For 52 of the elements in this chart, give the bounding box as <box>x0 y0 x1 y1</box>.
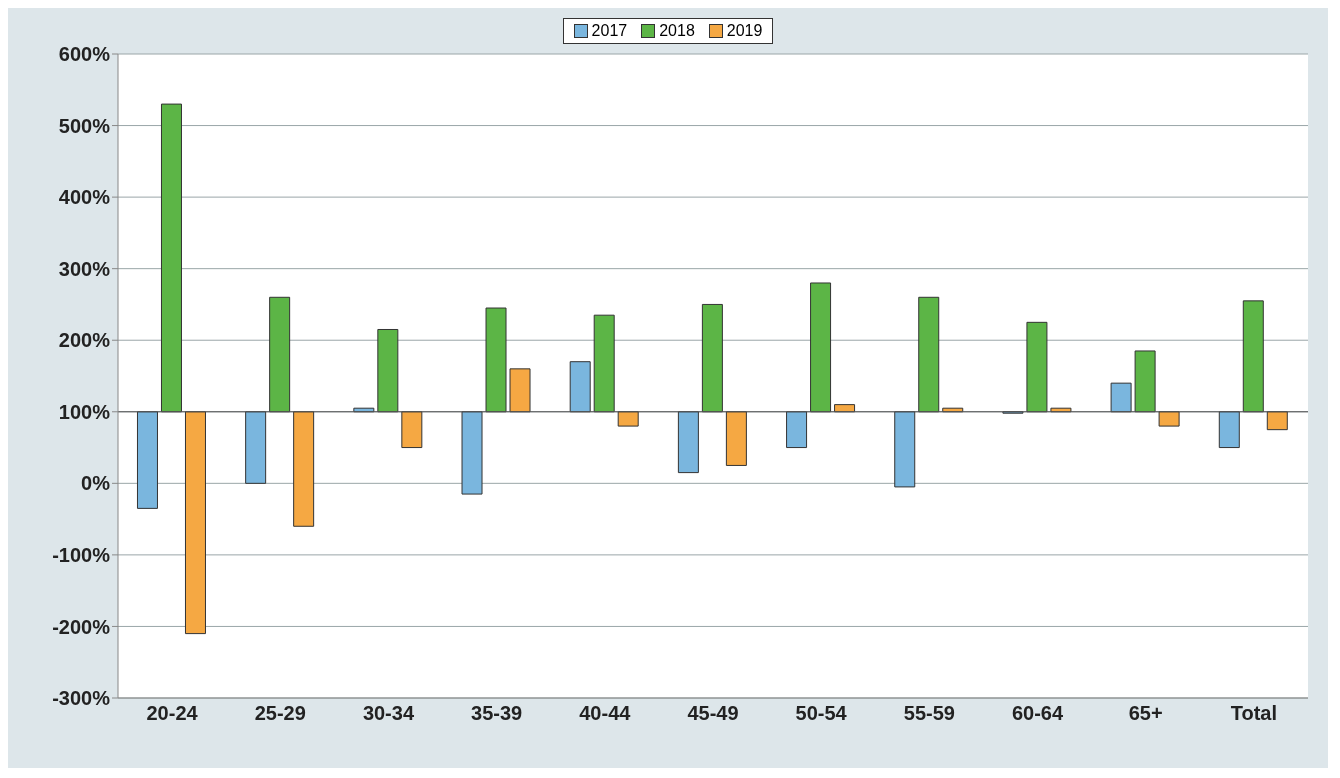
y-tick-label: 200% <box>58 329 111 352</box>
x-tick-label: 60-64 <box>1011 702 1064 725</box>
bar <box>894 411 916 488</box>
bar <box>1110 382 1132 413</box>
y-tick-label: -200% <box>52 615 111 638</box>
bar <box>918 296 940 413</box>
legend-label: 2018 <box>658 22 695 40</box>
bar <box>701 303 723 413</box>
bar <box>269 296 291 413</box>
bar <box>677 411 699 474</box>
x-tick-label: Total <box>1230 702 1278 725</box>
y-tick-label: 100% <box>58 400 111 423</box>
y-tick-label: 0% <box>81 472 111 495</box>
bar <box>725 411 747 466</box>
bar <box>136 411 158 509</box>
bar <box>245 411 267 484</box>
bar <box>617 411 639 427</box>
x-tick-label: 65+ <box>1128 702 1163 725</box>
x-tick-label: 30-34 <box>362 702 415 725</box>
bar <box>1158 411 1180 427</box>
bar <box>1266 411 1288 431</box>
legend-label: 2017 <box>590 22 628 40</box>
bar <box>160 103 182 413</box>
bar <box>1218 411 1240 449</box>
x-tick-label: 50-54 <box>795 702 848 725</box>
y-tick-label: 500% <box>58 114 111 137</box>
y-tick-label: 600% <box>58 43 111 66</box>
x-tick-label: 55-59 <box>903 702 955 725</box>
x-tick-label: 35-39 <box>471 702 523 725</box>
y-tick-label: 300% <box>58 257 111 280</box>
bar <box>509 368 531 413</box>
bar <box>461 411 483 495</box>
bar <box>569 361 591 413</box>
bar <box>1026 321 1048 413</box>
x-tick-label: 25-29 <box>254 702 306 725</box>
bar <box>1134 350 1156 413</box>
bar <box>1242 300 1264 413</box>
y-tick-label: 400% <box>58 186 111 209</box>
y-tick-label: -300% <box>52 687 111 710</box>
bar <box>293 411 315 527</box>
bar <box>593 314 615 413</box>
x-tick-label: 20-24 <box>146 702 199 725</box>
bar <box>184 411 206 635</box>
bar <box>810 282 832 413</box>
x-tick-label: 45-49 <box>687 702 739 725</box>
bar <box>401 411 423 449</box>
legend-label: 2019 <box>725 22 763 40</box>
bar <box>377 328 399 413</box>
x-tick-label: 40-44 <box>579 702 632 725</box>
bar <box>485 307 507 413</box>
bar <box>786 411 808 449</box>
y-tick-label: -100% <box>52 543 111 566</box>
